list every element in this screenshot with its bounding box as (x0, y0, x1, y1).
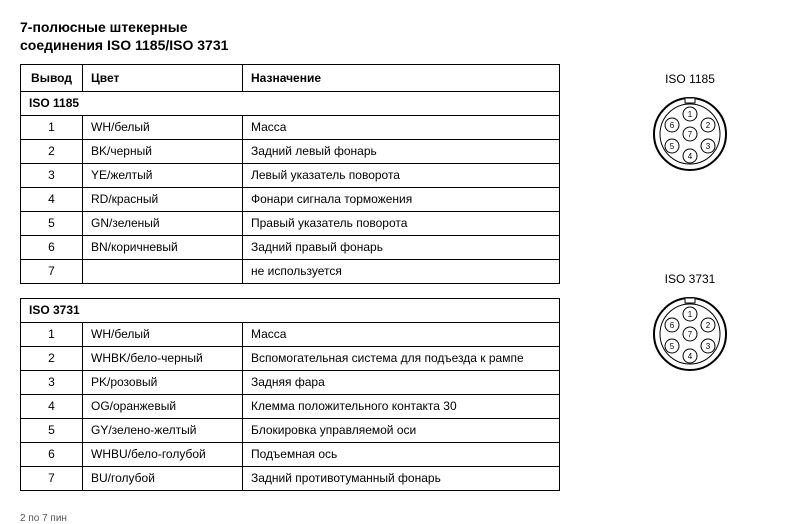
table-row: 6WHBU/бело-голубойПодъемная ось (21, 443, 560, 467)
cell-color: GY/зелено-желтый (83, 419, 243, 443)
table-row: 4OG/оранжевыйКлемма положительного конта… (21, 395, 560, 419)
cell-purpose: Задний правый фонарь (243, 236, 560, 260)
section-iso3731: ISO 3731 (21, 299, 560, 323)
svg-text:4: 4 (688, 352, 693, 361)
tables-container: Вывод Цвет Назначение ISO 1185 1WH/белый… (20, 64, 560, 505)
connector-diagram-iso1185: 1 6 2 5 3 4 7 (650, 94, 730, 174)
cell-purpose: Масса (243, 116, 560, 140)
cell-purpose: Блокировка управляемой оси (243, 419, 560, 443)
svg-text:2: 2 (706, 121, 711, 130)
diagram-label-iso3731: ISO 3731 (665, 272, 716, 286)
svg-text:4: 4 (688, 152, 693, 161)
svg-text:2: 2 (706, 321, 711, 330)
cell-pin: 1 (21, 323, 83, 347)
cell-color: RD/красный (83, 188, 243, 212)
cell-pin: 6 (21, 443, 83, 467)
cell-purpose: Масса (243, 323, 560, 347)
cell-color: WH/белый (83, 323, 243, 347)
cell-purpose: Правый указатель поворота (243, 212, 560, 236)
th-color: Цвет (83, 65, 243, 92)
cell-pin: 3 (21, 371, 83, 395)
cell-purpose: Левый указатель поворота (243, 164, 560, 188)
cell-pin: 7 (21, 467, 83, 491)
svg-text:1: 1 (688, 110, 693, 119)
svg-text:3: 3 (706, 142, 711, 151)
cell-color: WHBU/бело-голубой (83, 443, 243, 467)
th-pin: Вывод (21, 65, 83, 92)
table-row: 7 не используется (21, 260, 560, 284)
table-row: 2BK/черныйЗадний левый фонарь (21, 140, 560, 164)
cell-pin: 2 (21, 140, 83, 164)
cell-color: BK/черный (83, 140, 243, 164)
cell-pin: 6 (21, 236, 83, 260)
cell-pin: 2 (21, 347, 83, 371)
table-row: 1WH/белыйМасса (21, 323, 560, 347)
svg-text:7: 7 (688, 130, 693, 139)
svg-text:1: 1 (688, 310, 693, 319)
cell-color: BU/голубой (83, 467, 243, 491)
cell-color: PK/розовый (83, 371, 243, 395)
title-line-2: соединения ISO 1185/ISO 3731 (20, 37, 228, 53)
cell-pin: 4 (21, 188, 83, 212)
cell-pin: 3 (21, 164, 83, 188)
table-row: 5GN/зеленыйПравый указатель поворота (21, 212, 560, 236)
cell-purpose: Задний левый фонарь (243, 140, 560, 164)
page-title: 7-полюсные штекерные соединения ISO 1185… (20, 18, 780, 54)
cell-purpose: Подъемная ось (243, 443, 560, 467)
th-purpose: Назначение (243, 65, 560, 92)
cell-color: YE/желтый (83, 164, 243, 188)
cell-pin: 4 (21, 395, 83, 419)
cell-color (83, 260, 243, 284)
cell-pin: 5 (21, 419, 83, 443)
cell-purpose: Задний противотуманный фонарь (243, 467, 560, 491)
cell-pin: 7 (21, 260, 83, 284)
pinout-table-iso1185: Вывод Цвет Назначение ISO 1185 1WH/белый… (20, 64, 560, 284)
diagrams-container: ISO 1185 1 6 2 5 3 4 7 ISO 3731 1 6 2 5 3 4 7 (600, 64, 780, 505)
svg-text:6: 6 (670, 121, 675, 130)
pinout-table-iso3731: ISO 3731 1WH/белыйМасса2WHBK/бело-черный… (20, 298, 560, 491)
table-row: 3PK/розовыйЗадняя фара (21, 371, 560, 395)
svg-text:6: 6 (670, 321, 675, 330)
table-row: 2WHBK/бело-черныйВспомогательная система… (21, 347, 560, 371)
svg-text:3: 3 (706, 342, 711, 351)
cell-pin: 1 (21, 116, 83, 140)
cell-color: OG/оранжевый (83, 395, 243, 419)
diagram-label-iso1185: ISO 1185 (665, 72, 715, 86)
table-row: 1WH/белыйМасса (21, 116, 560, 140)
section-iso1185: ISO 1185 (21, 92, 560, 116)
svg-text:7: 7 (688, 330, 693, 339)
table-row: 7BU/голубойЗадний противотуманный фонарь (21, 467, 560, 491)
cell-color: WHBK/бело-черный (83, 347, 243, 371)
connector-diagram-iso3731: 1 6 2 5 3 4 7 (650, 294, 730, 374)
cell-pin: 5 (21, 212, 83, 236)
cell-purpose: не используется (243, 260, 560, 284)
title-line-1: 7-полюсные штекерные (20, 19, 188, 35)
table-row: 5GY/зелено-желтыйБлокировка управляемой … (21, 419, 560, 443)
table-row: 4RD/красныйФонари сигнала торможения (21, 188, 560, 212)
cell-purpose: Фонари сигнала торможения (243, 188, 560, 212)
cell-color: WH/белый (83, 116, 243, 140)
cell-color: GN/зеленый (83, 212, 243, 236)
cell-purpose: Вспомогательная система для подъезда к р… (243, 347, 560, 371)
cell-purpose: Клемма положительного контакта 30 (243, 395, 560, 419)
footer-text: 2 по 7 пин (20, 513, 780, 524)
svg-text:5: 5 (670, 142, 675, 151)
table-row: 3YE/желтыйЛевый указатель поворота (21, 164, 560, 188)
cell-purpose: Задняя фара (243, 371, 560, 395)
cell-color: BN/коричневый (83, 236, 243, 260)
table-row: 6BN/коричневыйЗадний правый фонарь (21, 236, 560, 260)
svg-text:5: 5 (670, 342, 675, 351)
